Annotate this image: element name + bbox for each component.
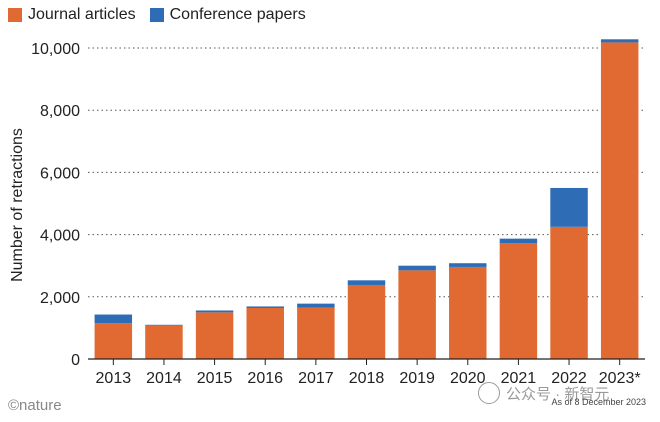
x-tick-label: 2015 <box>197 370 233 387</box>
y-tick-label: 2,000 <box>40 290 80 307</box>
y-tick-label: 0 <box>71 352 80 369</box>
x-tick-label: 2020 <box>450 370 486 387</box>
bar-journal-2023 <box>600 42 639 359</box>
legend-item-conference: Conference papers <box>149 6 306 24</box>
y-axis-label: Number of retractions <box>9 128 26 282</box>
bar-journal-2016 <box>246 307 284 359</box>
x-tick-label: 2014 <box>146 370 182 387</box>
y-tick-label: 4,000 <box>40 228 80 245</box>
x-tick-label: 2017 <box>298 370 334 387</box>
bar-conference-2015 <box>195 310 234 313</box>
wechat-icon <box>478 382 500 404</box>
y-tick-label: 8,000 <box>40 103 80 120</box>
bar-conference-2020 <box>449 263 487 267</box>
bar-conference-2021 <box>499 238 538 244</box>
legend-label-journal: Journal articles <box>28 6 136 23</box>
watermark: 公众号 · 新智元 <box>478 382 609 404</box>
legend-label-conference: Conference papers <box>169 6 306 23</box>
bar-journal-2014 <box>145 325 183 359</box>
bar-conference-2017 <box>297 303 335 308</box>
y-tick-label: 10,000 <box>31 41 80 58</box>
bar-conference-2019 <box>398 265 436 271</box>
bar-conference-2016 <box>246 306 284 308</box>
bar-journal-2015 <box>195 312 234 359</box>
bar-journal-2013 <box>94 323 133 359</box>
bar-journal-2020 <box>449 266 487 359</box>
bar-journal-2019 <box>398 270 436 359</box>
legend: Journal articles Conference papers <box>8 6 320 24</box>
bar-conference-2023 <box>600 39 639 43</box>
watermark-text: 公众号 · 新智元 <box>506 385 610 403</box>
nature-brand: ©nature <box>8 397 62 414</box>
x-tick-label: 2013 <box>96 370 132 387</box>
bar-layer <box>94 39 639 359</box>
legend-item-journal: Journal articles <box>8 6 136 24</box>
x-tick-label: 2016 <box>247 370 283 387</box>
x-tick-label: 2019 <box>399 370 435 387</box>
bar-conference-2013 <box>94 314 133 324</box>
y-tick-label: 6,000 <box>40 165 80 182</box>
x-tick-label: 2018 <box>349 370 385 387</box>
legend-swatch-journal <box>8 8 22 22</box>
x-tick-label: 2023* <box>599 370 641 387</box>
axis-layer: 0 2,000 4,000 6,000 8,000 10,000 2013 2014 2015 2… <box>31 41 645 387</box>
bar-conference-2018 <box>347 280 386 285</box>
bar-journal-2017 <box>297 307 335 359</box>
bar-journal-2021 <box>499 243 538 359</box>
bar-journal-2022 <box>550 226 588 359</box>
x-tick-label: 2022 <box>551 370 587 387</box>
date-note: As of 8 December 2023 <box>551 397 646 407</box>
bar-journal-2018 <box>347 284 386 359</box>
x-tick-label: 2021 <box>501 370 537 387</box>
legend-swatch-conference <box>149 8 164 22</box>
bar-conference-2022 <box>550 187 588 227</box>
bar-conference-2014 <box>145 324 183 326</box>
